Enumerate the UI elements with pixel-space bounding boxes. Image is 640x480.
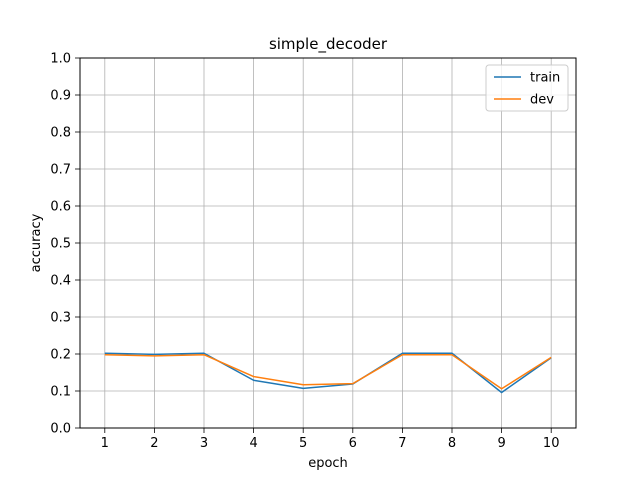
y-tick-label: 0.2 xyxy=(50,348,71,363)
y-tick-label: 0.7 xyxy=(50,163,71,178)
y-tick-label: 0.4 xyxy=(50,274,71,289)
y-tick-label: 0.6 xyxy=(50,200,71,215)
chart-title: simple_decoder xyxy=(269,35,388,54)
x-tick-label: 1 xyxy=(101,436,109,451)
y-axis-label: accuracy xyxy=(29,213,44,272)
series-line-train xyxy=(104,352,552,394)
y-tick-label: 0.0 xyxy=(50,422,71,437)
x-tick-label: 2 xyxy=(150,436,158,451)
legend-label-train: train xyxy=(530,71,560,86)
x-axis-label: epoch xyxy=(308,456,348,471)
y-tick-label: 0.9 xyxy=(50,89,71,104)
x-tick-label: 10 xyxy=(543,436,560,451)
y-tick-label: 0.5 xyxy=(50,237,71,252)
y-tick-label: 0.3 xyxy=(50,311,71,326)
y-tick-label: 0.1 xyxy=(50,385,71,400)
y-tick-label: 0.8 xyxy=(50,126,71,141)
y-axis: 0.0 0.1 0.2 0.3 0.4 0.5 0.6 0.7 0.8 0.9 1.0 xyxy=(50,52,80,437)
x-axis: 1 2 3 4 5 6 7 8 9 10 xyxy=(101,428,560,451)
legend-label-dev: dev xyxy=(530,93,554,108)
x-tick-label: 6 xyxy=(349,436,357,451)
x-tick-label: 9 xyxy=(497,436,505,451)
series-layer xyxy=(104,352,552,394)
x-tick-label: 5 xyxy=(299,436,307,451)
series-line-dev xyxy=(104,353,552,390)
legend: train dev xyxy=(485,64,569,112)
x-tick-label: 7 xyxy=(398,436,406,451)
x-tick-label: 8 xyxy=(448,436,456,451)
x-tick-label: 3 xyxy=(200,436,208,451)
y-tick-label: 1.0 xyxy=(50,52,71,67)
x-tick-label: 4 xyxy=(249,436,257,451)
